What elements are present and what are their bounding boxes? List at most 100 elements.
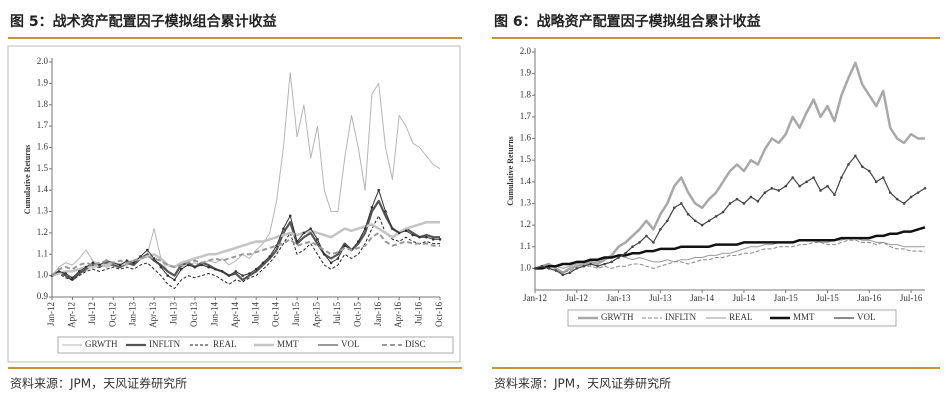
series-marker: [735, 197, 739, 201]
series-marker: [282, 227, 285, 230]
series-marker: [152, 257, 156, 260]
series-marker: [268, 255, 272, 258]
x-tick-label: Apr-14: [230, 302, 240, 328]
series-marker: [302, 231, 306, 235]
series-marker: [672, 206, 676, 210]
series-marker: [561, 273, 565, 277]
series-marker: [770, 187, 774, 190]
y-tick-label: 1.8: [520, 89, 532, 99]
series-marker: [874, 180, 878, 184]
legend-label: DISC: [405, 339, 426, 349]
series-marker: [132, 261, 135, 265]
series-line: [534, 155, 926, 276]
series-marker: [57, 270, 61, 273]
series-marker: [295, 240, 299, 243]
series-marker: [363, 227, 367, 230]
y-tick-label: 1.6: [520, 133, 532, 143]
y-tick-label: 1.2: [520, 219, 531, 229]
series-marker: [554, 269, 558, 272]
legend-label: INFLTN: [665, 312, 697, 322]
y-tick-label: 1.9: [520, 68, 532, 78]
series-marker: [139, 255, 142, 258]
y-tick-label: 1.3: [37, 206, 49, 216]
y-tick-label: 1.8: [37, 99, 49, 109]
y-tick-label: 1.4: [520, 176, 532, 186]
legend-label: REAL: [213, 339, 237, 349]
series-marker: [254, 267, 258, 271]
series-marker: [214, 267, 217, 271]
series-marker: [145, 248, 149, 252]
series-marker: [329, 261, 333, 265]
x-tick-label: Jan-12: [523, 293, 547, 303]
series-marker: [700, 223, 704, 227]
y-tick-label: 2.0: [520, 46, 532, 56]
legend-label: VOL: [857, 312, 876, 322]
series-marker: [384, 210, 387, 213]
series-marker: [596, 264, 599, 268]
series-marker: [791, 176, 794, 179]
series-marker: [582, 264, 586, 268]
series-marker: [666, 219, 669, 223]
series-marker: [411, 233, 415, 237]
series-marker: [861, 165, 864, 168]
series-marker: [589, 262, 593, 266]
x-tick-label: Jan-16: [857, 293, 881, 303]
series-marker: [370, 205, 374, 209]
series-marker: [397, 231, 401, 235]
legend-label: VOL: [341, 339, 360, 349]
x-tick-label: Jul-13: [649, 293, 672, 303]
series-marker: [888, 191, 892, 194]
series-marker: [540, 264, 544, 268]
series-marker: [438, 238, 442, 241]
x-tick-label: Apr-15: [312, 302, 322, 328]
x-tick-label: Jul-14: [733, 293, 756, 303]
series-marker: [425, 235, 428, 239]
series-marker: [819, 189, 822, 192]
series-marker: [533, 267, 537, 270]
series-marker: [568, 271, 572, 274]
title-rule: [8, 37, 462, 39]
x-tick-label: Jul-12: [566, 293, 589, 303]
x-tick-label: Jul-14: [250, 302, 260, 325]
series-marker: [812, 176, 815, 179]
series-marker: [854, 154, 857, 158]
series-marker: [645, 234, 648, 238]
series-marker: [631, 245, 634, 249]
series-marker: [186, 263, 190, 267]
x-tick-label: Jan-13: [128, 302, 138, 326]
y-tick-label: 1.0: [37, 270, 49, 280]
x-tick-label: Apr-16: [393, 302, 403, 328]
series-marker: [357, 240, 360, 243]
series-marker: [916, 191, 920, 194]
y-tick-label: 1.4: [37, 184, 49, 194]
series-marker: [418, 235, 421, 239]
left-frame: [7, 45, 461, 363]
series-marker: [659, 228, 662, 231]
series-marker: [742, 202, 746, 205]
series-marker: [575, 267, 579, 270]
series-marker: [91, 261, 95, 265]
series-marker: [763, 191, 767, 194]
series-marker: [756, 199, 760, 203]
series-marker: [693, 219, 697, 223]
series-line: [51, 220, 440, 277]
y-tick-label: 1.7: [37, 120, 49, 130]
series-marker: [200, 263, 204, 267]
source-rule: [8, 367, 462, 369]
series-marker: [749, 195, 753, 199]
y-tick-label: 1.2: [37, 227, 48, 237]
series-marker: [707, 219, 711, 223]
x-tick-label: Apr-13: [148, 302, 158, 328]
series-marker: [220, 270, 224, 273]
series-marker: [404, 229, 408, 233]
x-tick-label: Oct-15: [352, 302, 362, 327]
series-marker: [343, 244, 347, 248]
y-tick-label: 1.9: [37, 77, 49, 87]
series-marker: [118, 263, 122, 267]
series-marker: [241, 274, 244, 277]
x-tick-label: Jan-15: [774, 293, 798, 303]
x-tick-label: Jan-15: [291, 302, 301, 326]
y-tick-label: 1.1: [520, 241, 531, 251]
series-line: [535, 226, 926, 270]
